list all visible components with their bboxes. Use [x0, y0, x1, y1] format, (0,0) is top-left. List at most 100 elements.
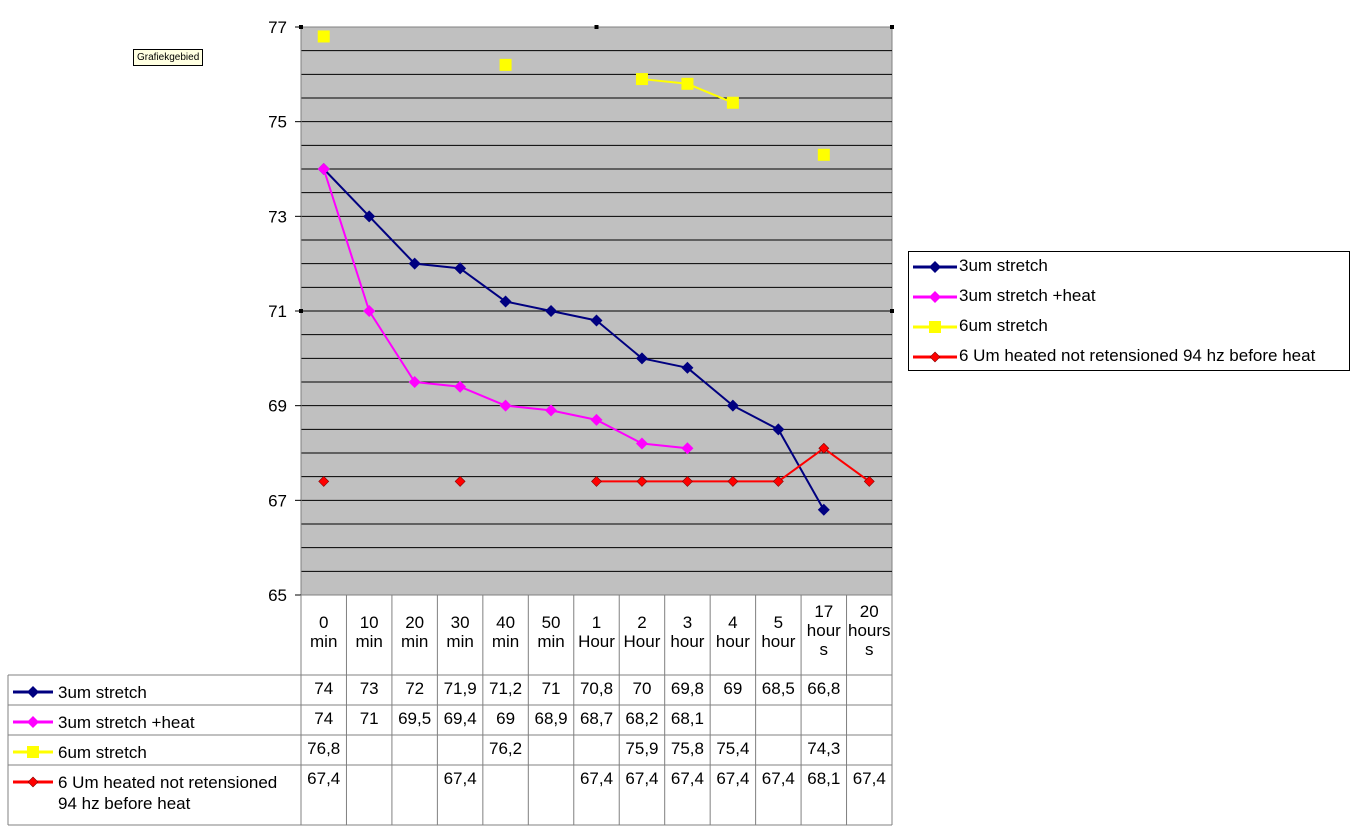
x-tick-label: hour — [716, 632, 750, 651]
x-tick-label: Hour — [578, 632, 615, 651]
data-point — [772, 423, 785, 436]
legend-item-3um-stretch-heat: 3um stretch +heat — [909, 282, 1349, 312]
data-label: 68,7 — [580, 709, 613, 728]
data-label: 72 — [405, 679, 424, 698]
data-label: 74 — [314, 679, 333, 698]
data-point — [408, 376, 421, 388]
data-label: 68,1 — [807, 769, 840, 788]
data-point — [317, 30, 330, 43]
table-legend-key-marker — [27, 686, 39, 698]
data-point — [817, 148, 830, 161]
selection-handle — [299, 25, 303, 29]
x-tick-label: 40 — [496, 613, 515, 632]
data-point — [681, 77, 694, 90]
x-tick-label: hour — [761, 632, 795, 651]
series-line-segment — [323, 168, 370, 218]
y-tick-label: 77 — [268, 18, 287, 37]
data-point — [545, 305, 558, 317]
x-tick-label: 20 — [860, 602, 879, 621]
legend-item-3um-stretch: 3um stretch — [909, 252, 1349, 282]
x-tick-label: hours — [848, 621, 891, 640]
data-label: 70,8 — [580, 679, 613, 698]
x-tick-label: 50 — [542, 613, 561, 632]
data-point — [545, 404, 558, 417]
x-tick-label: Hour — [624, 632, 661, 651]
legend-swatch-marker — [929, 321, 941, 333]
data-label: 69 — [496, 709, 515, 728]
y-tick-label: 69 — [268, 397, 287, 416]
data-point — [863, 475, 875, 487]
data-label: 75,4 — [716, 739, 749, 758]
data-point — [817, 503, 830, 516]
legend-swatch-marker — [929, 261, 941, 273]
data-table: 0min10min20min30min40min50min1Hour2Hour3… — [7, 595, 893, 826]
data-label: 71 — [542, 679, 561, 698]
legend-item-6um-stretch: 6um stretch — [909, 312, 1349, 342]
data-point — [681, 475, 693, 487]
x-tick-label: 5 — [774, 613, 783, 632]
x-tick-label: s — [865, 640, 874, 659]
data-label: 71 — [360, 709, 379, 728]
data-label: 67,4 — [716, 769, 749, 788]
series-line-segment — [414, 262, 461, 270]
data-label: 67,4 — [762, 769, 795, 788]
y-tick-label: 65 — [268, 586, 287, 605]
data-label: 75,9 — [625, 739, 658, 758]
data-point — [591, 475, 602, 487]
series-line-segment — [414, 381, 461, 388]
legend-label-6um-heated: 6 Um heated not retensioned 94 hz before… — [959, 346, 1316, 365]
series-line-segment — [686, 367, 734, 407]
data-label: 71,9 — [444, 679, 477, 698]
series-line-segment — [641, 442, 688, 450]
selection-handle — [594, 25, 599, 29]
series-line-segment — [550, 310, 597, 322]
series-line-segment — [505, 404, 552, 412]
series-3 — [318, 442, 875, 487]
data-point — [635, 73, 648, 86]
y-tick-label: 71 — [268, 302, 287, 321]
series-line-segment — [595, 319, 643, 360]
selection-handle — [890, 25, 894, 29]
selection-handle — [890, 309, 894, 313]
data-label: 76,8 — [307, 739, 340, 758]
data-point — [635, 437, 648, 450]
x-tick-label: min — [492, 632, 519, 651]
series-line-segment — [368, 215, 416, 265]
table-series-name: 6 Um heated not retensioned — [58, 773, 277, 792]
data-label: 76,2 — [489, 739, 522, 758]
series-line-segment — [322, 168, 371, 312]
x-tick-label: min — [355, 632, 382, 651]
data-label: 67,4 — [671, 769, 704, 788]
series-line-segment — [550, 409, 597, 421]
legend-swatch-6um-heated — [913, 351, 957, 363]
data-label: 70 — [633, 679, 652, 698]
data-point — [363, 210, 376, 223]
data-point — [726, 399, 739, 412]
data-label: 67,4 — [853, 769, 886, 788]
series-lines — [317, 30, 875, 516]
series-line-segment — [823, 447, 870, 483]
data-point — [499, 399, 512, 412]
data-label: 73 — [360, 679, 379, 698]
data-label: 68,5 — [762, 679, 795, 698]
data-point — [590, 413, 603, 426]
table-series-name: 3um stretch +heat — [58, 713, 195, 732]
data-point — [726, 96, 739, 109]
x-tick-label: 2 — [637, 613, 646, 632]
data-point — [454, 262, 467, 275]
data-point — [318, 475, 330, 487]
series-1 — [317, 163, 694, 455]
series-2 — [317, 30, 830, 161]
plot-area-selection-handles — [299, 25, 894, 313]
series-line-segment — [777, 428, 825, 511]
x-tick-label: min — [401, 632, 428, 651]
y-tick-label: 67 — [268, 491, 287, 510]
x-tick-label: 1 — [592, 613, 601, 632]
series-line-segment — [459, 267, 507, 303]
data-point — [408, 257, 421, 270]
data-point — [636, 475, 648, 487]
x-tick-label: 17 — [814, 602, 833, 621]
data-point — [499, 58, 512, 71]
series-line-segment — [687, 82, 734, 104]
